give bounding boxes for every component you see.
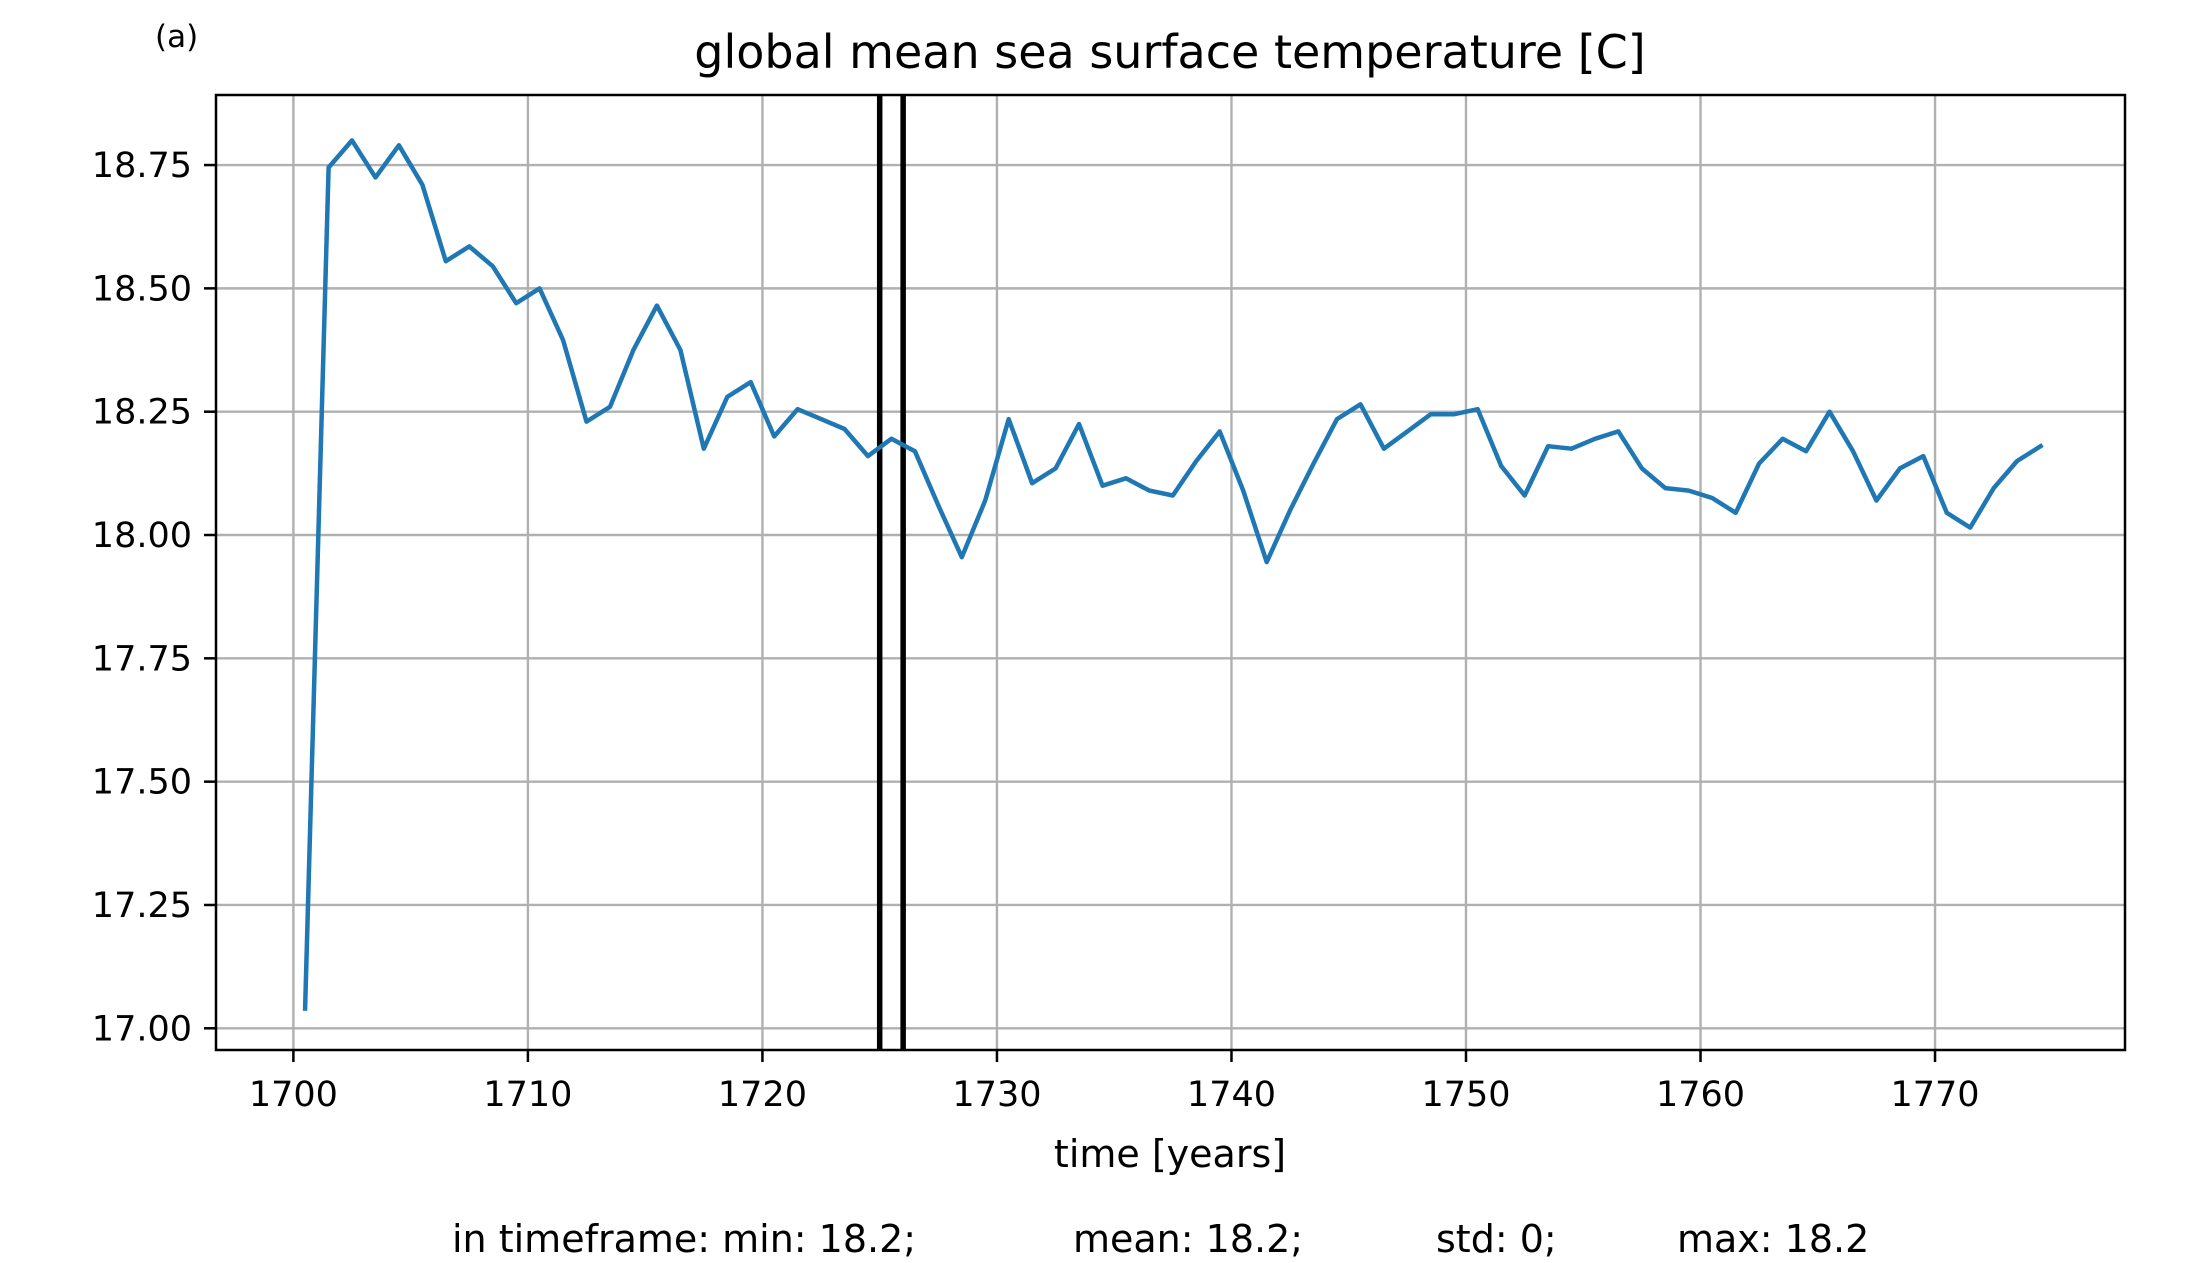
stats-std: std: 0; [1436, 1217, 1557, 1261]
y-axis: 17.00 17.25 17.50 17.75 18.00 18.25 18.50 18.75 [92, 146, 216, 1049]
y-tick-label: 18.25 [92, 393, 192, 433]
stats-min: in timeframe: min: 18.2; [452, 1217, 916, 1261]
x-axis-label: time [years] [1054, 1132, 1286, 1176]
x-tick-label: 1720 [718, 1075, 807, 1115]
y-tick-label: 18.00 [92, 516, 192, 556]
stats-max: max: 18.2 [1677, 1217, 1869, 1261]
x-tick-label: 1700 [249, 1075, 338, 1115]
y-tick-label: 18.50 [92, 269, 192, 309]
y-tick-label: 18.75 [92, 146, 192, 186]
x-axis: 1700 1710 1720 1730 1740 1750 1760 1770 [249, 1050, 1980, 1115]
x-tick-label: 1710 [483, 1075, 572, 1115]
x-tick-label: 1750 [1421, 1075, 1510, 1115]
chart-title: global mean sea surface temperature [C] [694, 25, 1645, 79]
y-tick-label: 17.50 [92, 763, 192, 803]
grid [216, 95, 2125, 1050]
series-line [302, 138, 2044, 1011]
panel-label: (a) [155, 19, 198, 55]
y-tick-label: 17.25 [92, 886, 192, 926]
x-tick-label: 1760 [1656, 1075, 1745, 1115]
vertical-markers [876, 95, 906, 1050]
x-tick-label: 1770 [1890, 1075, 1979, 1115]
x-tick-label: 1730 [952, 1075, 1041, 1115]
y-tick-label: 17.75 [92, 639, 192, 679]
stats-mean: mean: 18.2; [1073, 1217, 1303, 1261]
y-tick-label: 17.00 [92, 1009, 192, 1049]
plot-frame [214, 93, 2127, 1052]
x-tick-label: 1740 [1187, 1075, 1276, 1115]
